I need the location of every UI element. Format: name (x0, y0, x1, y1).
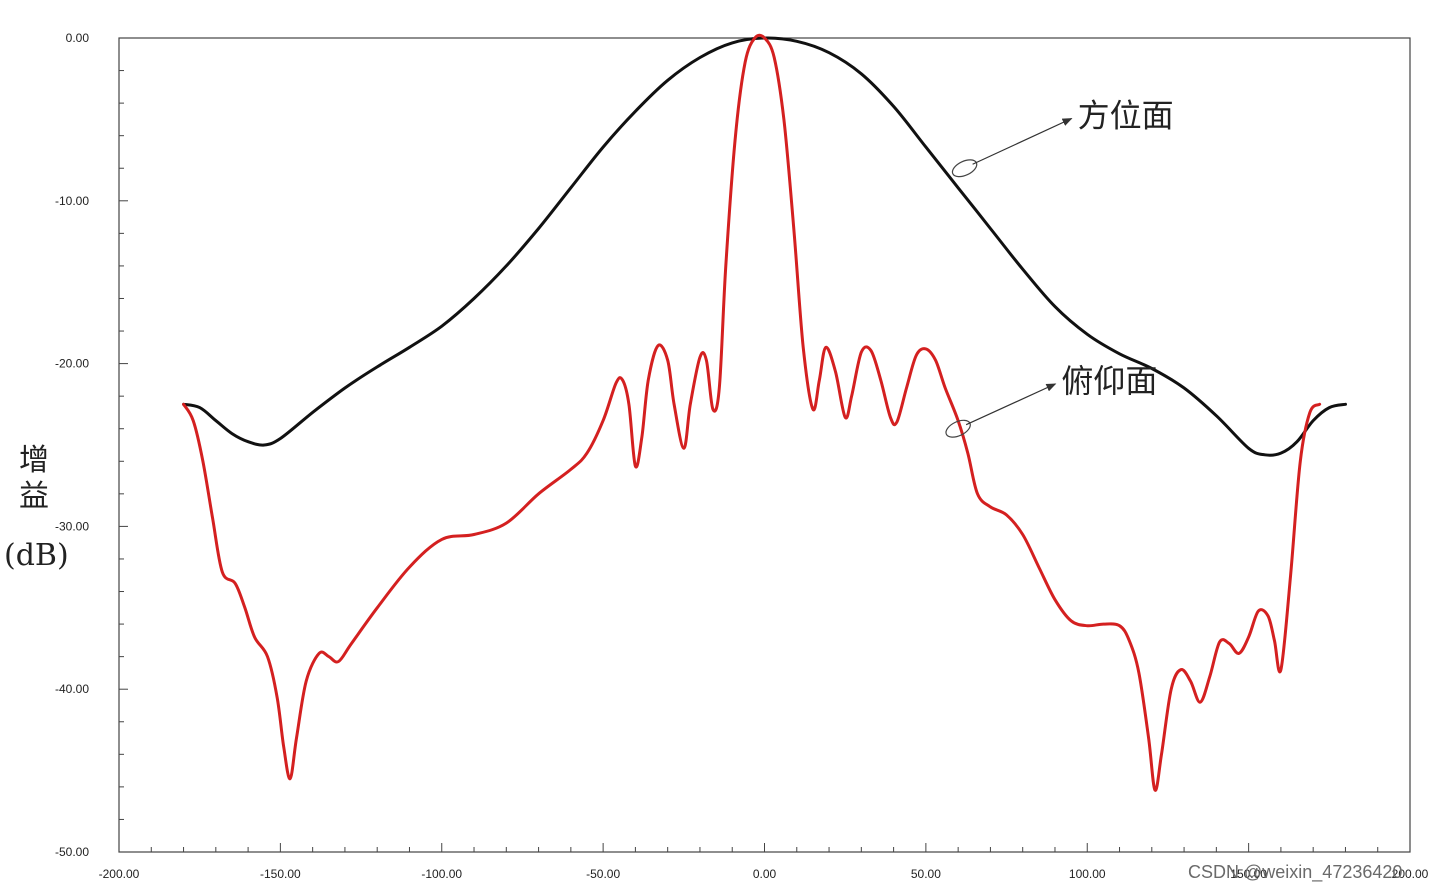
x-tick-label: -50.00 (586, 867, 620, 881)
x-tick-label: 100.00 (1069, 867, 1106, 881)
y-tick-label: 0.00 (66, 31, 90, 45)
y-tick-label: -40.00 (55, 682, 89, 696)
x-tick-label: -150.00 (260, 867, 301, 881)
annotation-label-azimuth: 方位面 (1078, 97, 1174, 135)
y-tick-label: -30.00 (55, 519, 89, 533)
x-tick-label: -100.00 (421, 867, 462, 881)
x-tick-label: 0.00 (753, 867, 777, 881)
y-axis-label-2: 益 (19, 479, 49, 514)
x-tick-label: 200.00 (1392, 867, 1429, 881)
series-line-elevation (182, 33, 1322, 792)
y-tick-label: -10.00 (55, 194, 89, 208)
x-tick-label: 50.00 (911, 867, 941, 881)
annotation-ellipse (951, 159, 978, 178)
x-tick-label: -200.00 (99, 867, 140, 881)
y-axis-label-1: 增 (19, 443, 49, 478)
annotation-arrow (965, 383, 1057, 426)
x-tick-label: 150.00 (1230, 867, 1267, 881)
plot-frame (118, 37, 1411, 853)
y-axis-label-3: (dB) (4, 538, 69, 573)
annotation-label-elevation: 俯仰面 (1061, 362, 1157, 400)
annotation-arrow (972, 117, 1073, 165)
y-tick-label: -20.00 (55, 357, 89, 371)
y-tick-label: -50.00 (55, 845, 89, 859)
watermark: CSDN @weixin_47236420 (1188, 862, 1403, 882)
